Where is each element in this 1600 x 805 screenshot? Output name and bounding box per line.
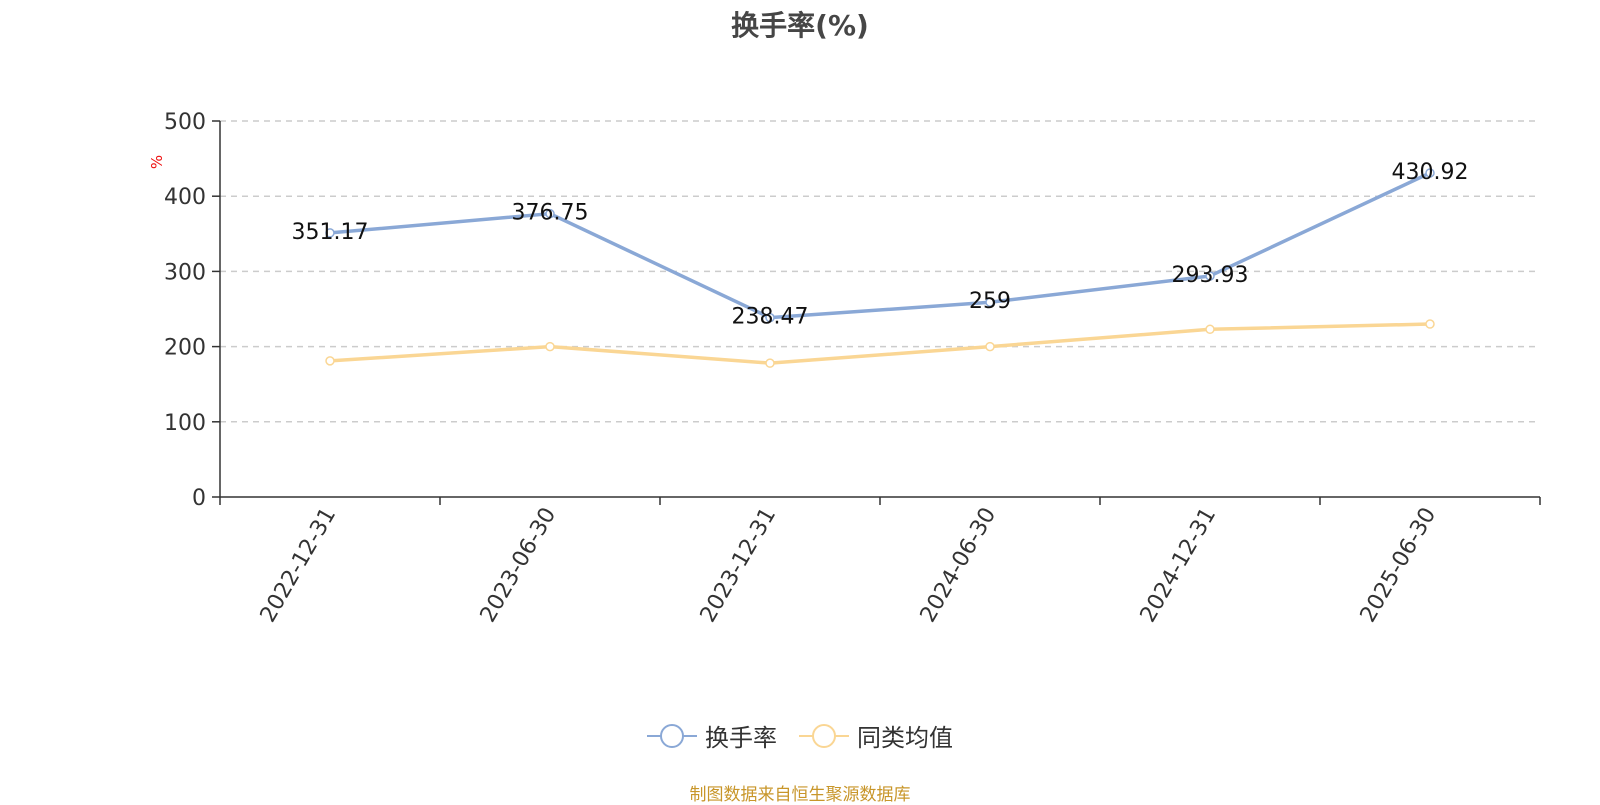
- chart-title: 换手率(%): [731, 9, 869, 42]
- data-point: [545, 208, 555, 219]
- legend-label-peer-average: 同类均值: [857, 724, 953, 752]
- data-point: [1205, 271, 1215, 281]
- turnover-legend-icon: [647, 723, 697, 748]
- source-note: 制图数据来自恒生聚源数据库: [689, 785, 911, 805]
- y-tick-label: 300: [164, 260, 206, 285]
- x-tick-label: 2025-06-30: [1356, 504, 1442, 627]
- data-point: [765, 358, 775, 368]
- legend: 换手率 同类均值: [0, 718, 1600, 753]
- x-tick-label: 2024-12-31: [1136, 504, 1222, 627]
- data-point: [545, 341, 555, 352]
- data-point: [1425, 319, 1435, 329]
- data-point: [765, 312, 775, 323]
- y-tick-label: 200: [164, 336, 206, 361]
- data-label: 376.75: [512, 201, 589, 226]
- data-labels: 351.17 376.75 238.47 259 293.93 430.92: [292, 160, 1469, 330]
- legend-item-peer-average[interactable]: 同类均值: [799, 718, 953, 753]
- data-label: 259: [969, 289, 1011, 314]
- data-label: 293.93: [1172, 263, 1249, 288]
- data-point: [325, 228, 335, 238]
- y-tick-label: 100: [164, 411, 206, 436]
- legend-item-turnover[interactable]: 换手率: [647, 718, 777, 753]
- x-tick-label: 2023-06-30: [476, 504, 562, 627]
- y-tick-label: 500: [164, 110, 206, 135]
- series-line-peer-average: [328, 322, 1432, 365]
- legend-label-turnover: 换手率: [705, 724, 777, 752]
- data-point: [1425, 168, 1435, 178]
- data-label: 351.17: [292, 220, 369, 245]
- x-tick-label: 2024-06-30: [916, 504, 1002, 627]
- y-tick-label: 400: [164, 185, 206, 210]
- series-lines: [325, 168, 1435, 368]
- y-tick-label: 0: [192, 486, 206, 511]
- data-point: [985, 297, 995, 307]
- x-tick-label: 2023-12-31: [696, 504, 782, 627]
- series-line-turnover: [328, 171, 1432, 320]
- grid-lines: [220, 120, 1540, 423]
- data-label: 430.92: [1392, 160, 1469, 185]
- data-point: [985, 341, 995, 352]
- data-point: [325, 356, 335, 366]
- y-axis-label: %: [148, 155, 166, 169]
- x-tick-label: 2022-12-31: [256, 504, 342, 627]
- data-label: 238.47: [732, 305, 809, 330]
- axes: 0 100 200 300 400 500% 2022-12-31 2023-06-30 202…: [148, 110, 1541, 627]
- peer-average-legend-icon: [799, 723, 849, 748]
- data-point: [1205, 324, 1215, 335]
